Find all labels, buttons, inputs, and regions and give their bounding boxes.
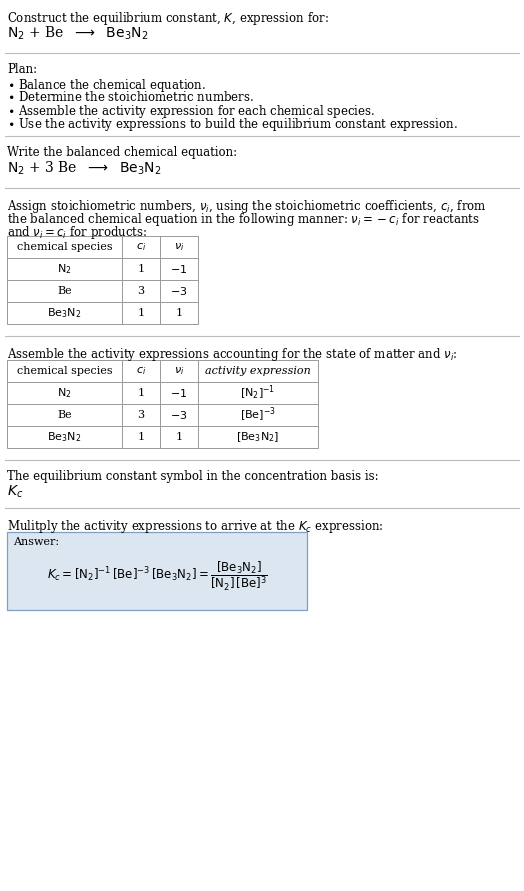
Bar (7, 236, 198, 324)
Text: 1: 1 (137, 432, 145, 442)
Text: $\mathrm{N_2}$: $\mathrm{N_2}$ (57, 262, 72, 276)
Text: chemical species: chemical species (17, 366, 112, 376)
Text: Mulitply the activity expressions to arrive at the $K_c$ expression:: Mulitply the activity expressions to arr… (7, 518, 384, 535)
Text: $c_i$: $c_i$ (136, 241, 146, 253)
Text: $\bullet$ Determine the stoichiometric numbers.: $\bullet$ Determine the stoichiometric n… (7, 90, 254, 104)
Text: Plan:: Plan: (7, 63, 37, 76)
Text: Be: Be (57, 286, 72, 296)
Text: 1: 1 (176, 308, 182, 318)
Text: $\bullet$ Balance the chemical equation.: $\bullet$ Balance the chemical equation. (7, 77, 206, 94)
Text: $[\mathrm{Be_3N_2}]$: $[\mathrm{Be_3N_2}]$ (236, 430, 280, 444)
Text: $-1$: $-1$ (170, 263, 188, 275)
Text: chemical species: chemical species (17, 242, 112, 252)
Text: 1: 1 (137, 388, 145, 398)
Text: $\mathrm{N_2}$ + 3 Be  $\longrightarrow$  $\mathrm{Be_3N_2}$: $\mathrm{N_2}$ + 3 Be $\longrightarrow$ … (7, 160, 161, 177)
Text: $\bullet$ Assemble the activity expression for each chemical species.: $\bullet$ Assemble the activity expressi… (7, 103, 375, 120)
Text: The equilibrium constant symbol in the concentration basis is:: The equilibrium constant symbol in the c… (7, 470, 379, 483)
Text: Be: Be (57, 410, 72, 420)
Text: $K_c$: $K_c$ (7, 484, 24, 501)
Text: 3: 3 (137, 286, 145, 296)
Text: 1: 1 (137, 264, 145, 274)
Text: $[\mathrm{N_2}]^{-1}$: $[\mathrm{N_2}]^{-1}$ (241, 384, 276, 402)
Text: $\nu_i$: $\nu_i$ (174, 365, 184, 377)
Text: and $\nu_i = c_i$ for products:: and $\nu_i = c_i$ for products: (7, 224, 147, 241)
Text: Assemble the activity expressions accounting for the state of matter and $\nu_i$: Assemble the activity expressions accoun… (7, 346, 457, 363)
Text: Answer:: Answer: (13, 537, 59, 547)
FancyBboxPatch shape (7, 532, 307, 610)
Text: $\nu_i$: $\nu_i$ (174, 241, 184, 253)
Text: 1: 1 (176, 432, 182, 442)
Text: $-3$: $-3$ (170, 409, 188, 421)
Text: $-3$: $-3$ (170, 285, 188, 297)
Text: $K_c = [\mathrm{N_2}]^{-1}\,[\mathrm{Be}]^{-3}\,[\mathrm{Be_3N_2}] = \dfrac{[\ma: $K_c = [\mathrm{N_2}]^{-1}\,[\mathrm{Be}… (47, 560, 267, 593)
Text: $[\mathrm{Be}]^{-3}$: $[\mathrm{Be}]^{-3}$ (240, 405, 276, 424)
Text: the balanced chemical equation in the following manner: $\nu_i = -c_i$ for react: the balanced chemical equation in the fo… (7, 211, 480, 228)
Text: 3: 3 (137, 410, 145, 420)
Text: Assign stoichiometric numbers, $\nu_i$, using the stoichiometric coefficients, $: Assign stoichiometric numbers, $\nu_i$, … (7, 198, 487, 215)
Text: Write the balanced chemical equation:: Write the balanced chemical equation: (7, 146, 237, 159)
Text: activity expression: activity expression (205, 366, 311, 376)
Text: $c_i$: $c_i$ (136, 365, 146, 377)
Text: $\mathrm{Be_3N_2}$: $\mathrm{Be_3N_2}$ (47, 307, 82, 320)
Text: 1: 1 (137, 308, 145, 318)
Text: $\mathrm{Be_3N_2}$: $\mathrm{Be_3N_2}$ (47, 430, 82, 444)
Text: $\mathrm{N_2}$ + Be  $\longrightarrow$  $\mathrm{Be_3N_2}$: $\mathrm{N_2}$ + Be $\longrightarrow$ $\… (7, 25, 148, 43)
Bar (7, 360, 318, 448)
Text: $-1$: $-1$ (170, 387, 188, 399)
Text: $\bullet$ Use the activity expressions to build the equilibrium constant express: $\bullet$ Use the activity expressions t… (7, 116, 458, 133)
Text: Construct the equilibrium constant, $K$, expression for:: Construct the equilibrium constant, $K$,… (7, 10, 329, 27)
Text: $\mathrm{N_2}$: $\mathrm{N_2}$ (57, 386, 72, 400)
